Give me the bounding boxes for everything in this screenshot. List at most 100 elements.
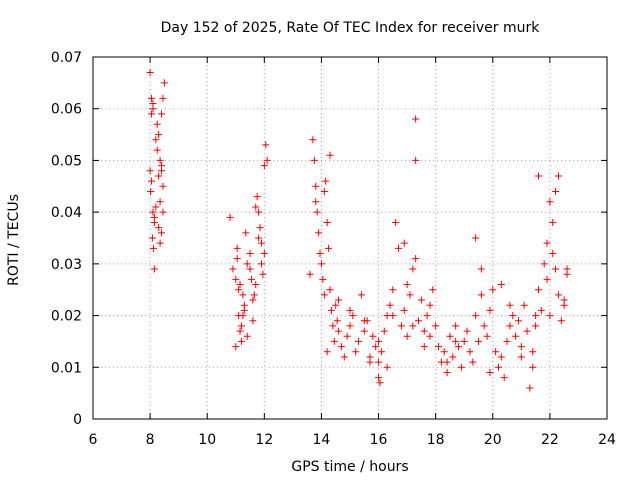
data-point bbox=[415, 317, 423, 325]
data-point bbox=[357, 291, 365, 299]
data-point bbox=[543, 275, 551, 283]
data-point bbox=[153, 120, 161, 128]
data-point bbox=[409, 265, 417, 273]
chart-title: Day 152 of 2025, Rate Of TEC Index for r… bbox=[161, 20, 541, 36]
x-tick-label: 12 bbox=[255, 432, 273, 448]
x-tick-label: 8 bbox=[146, 432, 155, 448]
data-point bbox=[406, 291, 414, 299]
data-point bbox=[255, 234, 263, 242]
data-point bbox=[554, 172, 562, 180]
data-point bbox=[409, 322, 417, 330]
data-point bbox=[246, 265, 254, 273]
data-point bbox=[237, 322, 245, 330]
data-point bbox=[517, 353, 525, 361]
data-point bbox=[477, 265, 485, 273]
data-point bbox=[149, 208, 157, 216]
y-tick-label: 0.06 bbox=[51, 102, 82, 118]
y-tick-label: 0.07 bbox=[51, 50, 82, 66]
data-point bbox=[392, 218, 400, 226]
data-point bbox=[256, 224, 264, 232]
data-point bbox=[317, 260, 325, 268]
data-point bbox=[426, 301, 434, 309]
data-point bbox=[252, 203, 260, 211]
data-point bbox=[232, 275, 240, 283]
data-point bbox=[236, 281, 244, 289]
data-point bbox=[260, 250, 268, 258]
data-point bbox=[494, 363, 502, 371]
data-point bbox=[432, 322, 440, 330]
data-point bbox=[332, 301, 340, 309]
data-point bbox=[443, 368, 451, 376]
data-point bbox=[335, 327, 343, 335]
data-point bbox=[330, 337, 338, 345]
data-point bbox=[320, 187, 328, 195]
x-tick-label: 24 bbox=[598, 432, 616, 448]
data-point bbox=[146, 69, 154, 77]
data-point bbox=[150, 265, 158, 273]
data-point bbox=[249, 317, 257, 325]
data-point bbox=[252, 281, 260, 289]
data-point bbox=[403, 332, 411, 340]
data-point bbox=[423, 312, 431, 320]
data-point bbox=[552, 265, 560, 273]
data-point bbox=[152, 136, 160, 144]
data-point bbox=[435, 343, 443, 351]
data-point bbox=[148, 110, 156, 118]
data-point bbox=[360, 317, 368, 325]
data-point bbox=[148, 94, 156, 102]
data-point bbox=[466, 348, 474, 356]
data-point bbox=[320, 291, 328, 299]
data-point bbox=[257, 239, 265, 247]
data-point bbox=[546, 312, 554, 320]
data-point bbox=[469, 358, 477, 366]
data-point bbox=[486, 306, 494, 314]
x-axis-title: GPS time / hours bbox=[291, 459, 408, 475]
data-point bbox=[563, 265, 571, 273]
data-point bbox=[149, 100, 157, 108]
data-point bbox=[326, 151, 334, 159]
data-point bbox=[159, 208, 167, 216]
data-point bbox=[492, 348, 500, 356]
data-point bbox=[429, 286, 437, 294]
data-point bbox=[323, 348, 331, 356]
data-point bbox=[417, 296, 425, 304]
data-point bbox=[506, 322, 514, 330]
data-point bbox=[239, 291, 247, 299]
data-point bbox=[312, 198, 320, 206]
data-point bbox=[355, 337, 363, 345]
data-point bbox=[257, 260, 265, 268]
data-point bbox=[247, 275, 255, 283]
data-point bbox=[529, 348, 537, 356]
data-point bbox=[543, 239, 551, 247]
data-point bbox=[420, 327, 428, 335]
data-point bbox=[243, 332, 251, 340]
x-tick-label: 18 bbox=[427, 432, 445, 448]
data-point bbox=[346, 322, 354, 330]
x-axis-ticks: 6 8 10 12 14 16 18 20 22 24 bbox=[89, 57, 616, 448]
data-point bbox=[155, 172, 163, 180]
x-tick-label: 16 bbox=[370, 432, 388, 448]
data-point bbox=[325, 244, 333, 252]
data-point bbox=[315, 229, 323, 237]
data-point bbox=[383, 363, 391, 371]
data-point bbox=[443, 358, 451, 366]
data-point bbox=[263, 156, 271, 164]
data-point bbox=[253, 193, 261, 201]
data-point bbox=[397, 322, 405, 330]
data-point bbox=[246, 250, 254, 258]
data-point bbox=[446, 332, 454, 340]
data-point bbox=[523, 327, 531, 335]
data-point bbox=[475, 337, 482, 345]
data-point bbox=[377, 348, 385, 356]
data-point bbox=[517, 343, 525, 351]
x-tick-label: 22 bbox=[541, 432, 559, 448]
y-tick-label: 0 bbox=[73, 412, 82, 428]
y-tick-label: 0.01 bbox=[51, 360, 82, 376]
data-point bbox=[554, 291, 562, 299]
data-point bbox=[389, 286, 397, 294]
data-point bbox=[329, 322, 337, 330]
data-point bbox=[389, 312, 397, 320]
data-point bbox=[386, 301, 394, 309]
data-point bbox=[503, 337, 511, 345]
data-point bbox=[552, 187, 560, 195]
